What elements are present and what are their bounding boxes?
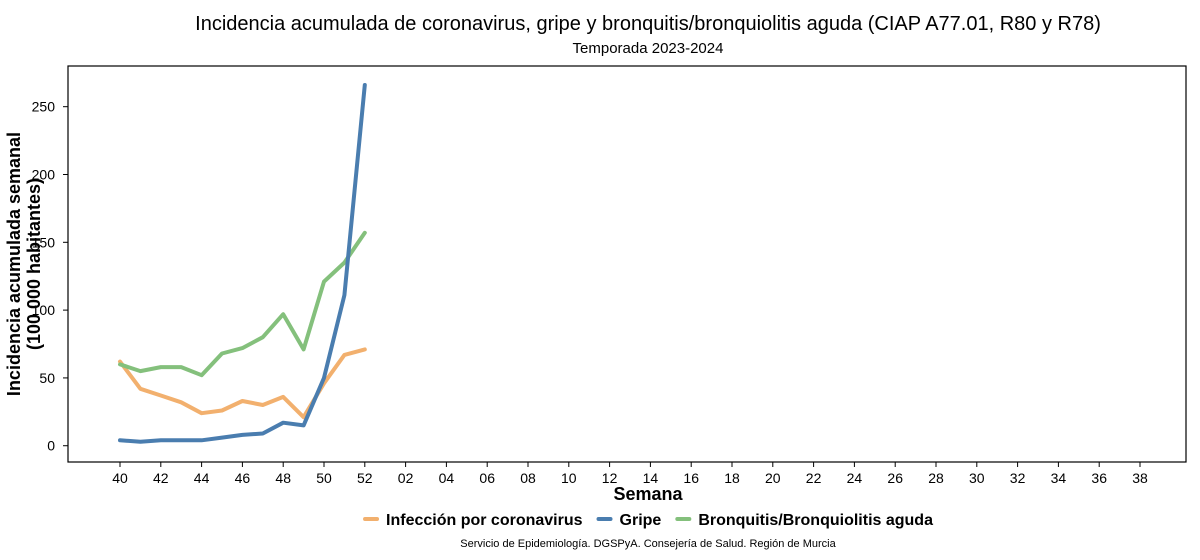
x-tick-label: 30: [969, 470, 985, 486]
series-lines: [118, 83, 367, 444]
x-tick-label: 38: [1132, 470, 1148, 486]
x-tick-label: 10: [561, 470, 577, 486]
x-tick-label: 42: [153, 470, 169, 486]
y-tick-label: 100: [32, 302, 56, 318]
x-tick-label: 12: [602, 470, 618, 486]
x-tick-label: 08: [520, 470, 536, 486]
legend: Infección por coronavirus Gripe Bronquitis…: [363, 512, 933, 529]
x-tick-label: 20: [765, 470, 781, 486]
footer-source: Servicio de Epidemiología. DGSPyA. Conse…: [460, 538, 836, 550]
legend-item-0: Infección por coronavirus: [363, 512, 583, 529]
x-axis: 40 42 44 46 48 50 52 02 04 06 08 10 12 14 16 18 20 22 24 26…: [112, 462, 1148, 486]
x-tick-label: 06: [479, 470, 495, 486]
x-tick-label: 36: [1091, 470, 1107, 486]
x-tick-label: 16: [683, 470, 699, 486]
y-tick-label: 250: [32, 99, 56, 115]
chart-title: Incidencia acumulada de coronavirus, gri…: [195, 13, 1101, 35]
legend-label: Infección por coronavirus: [386, 512, 583, 529]
x-tick-label: 02: [398, 470, 414, 486]
x-tick-label: 32: [1010, 470, 1026, 486]
y-axis-label: Incidencia acumulada semanal (100 000 ha…: [4, 132, 44, 396]
y-axis-label-line-2: (100 000 habitantes): [24, 178, 44, 350]
legend-item-2: Bronquitis/Bronquiolitis aguda: [675, 512, 933, 529]
y-axis: 0 50 100 150 200 250: [32, 99, 68, 454]
x-tick-label: 18: [724, 470, 740, 486]
x-tick-label: 22: [806, 470, 822, 486]
series-line-2: [118, 230, 367, 378]
y-tick-label: 50: [39, 370, 55, 386]
x-tick-label: 48: [275, 470, 291, 486]
plot-frame: [67, 65, 1187, 463]
legend-label: Bronquitis/Bronquiolitis aguda: [698, 512, 933, 529]
x-tick-label: 44: [194, 470, 210, 486]
series-line-0: [118, 347, 367, 420]
x-tick-label: 34: [1051, 470, 1067, 486]
x-tick-label: 40: [112, 470, 128, 486]
x-axis-label: Semana: [613, 484, 683, 504]
x-tick-label: 26: [887, 470, 903, 486]
y-tick-label: 0: [47, 438, 55, 454]
series-line-1: [118, 83, 367, 444]
y-tick-label: 150: [32, 234, 56, 250]
legend-label: Gripe: [620, 512, 662, 529]
x-tick-label: 46: [235, 470, 251, 486]
chart-subtitle: Temporada 2023-2024: [573, 40, 724, 57]
x-tick-label: 04: [439, 470, 455, 486]
x-tick-label: 24: [847, 470, 863, 486]
y-tick-label: 200: [32, 166, 56, 182]
x-tick-label: 52: [357, 470, 373, 486]
legend-item-1: Gripe: [596, 512, 662, 529]
x-tick-label: 28: [928, 470, 944, 486]
x-tick-label: 14: [643, 470, 659, 486]
x-tick-label: 50: [316, 470, 332, 486]
y-axis-label-line-1: Incidencia acumulada semanal: [4, 132, 24, 396]
